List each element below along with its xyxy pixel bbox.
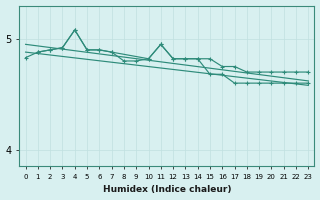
X-axis label: Humidex (Indice chaleur): Humidex (Indice chaleur): [103, 185, 231, 194]
